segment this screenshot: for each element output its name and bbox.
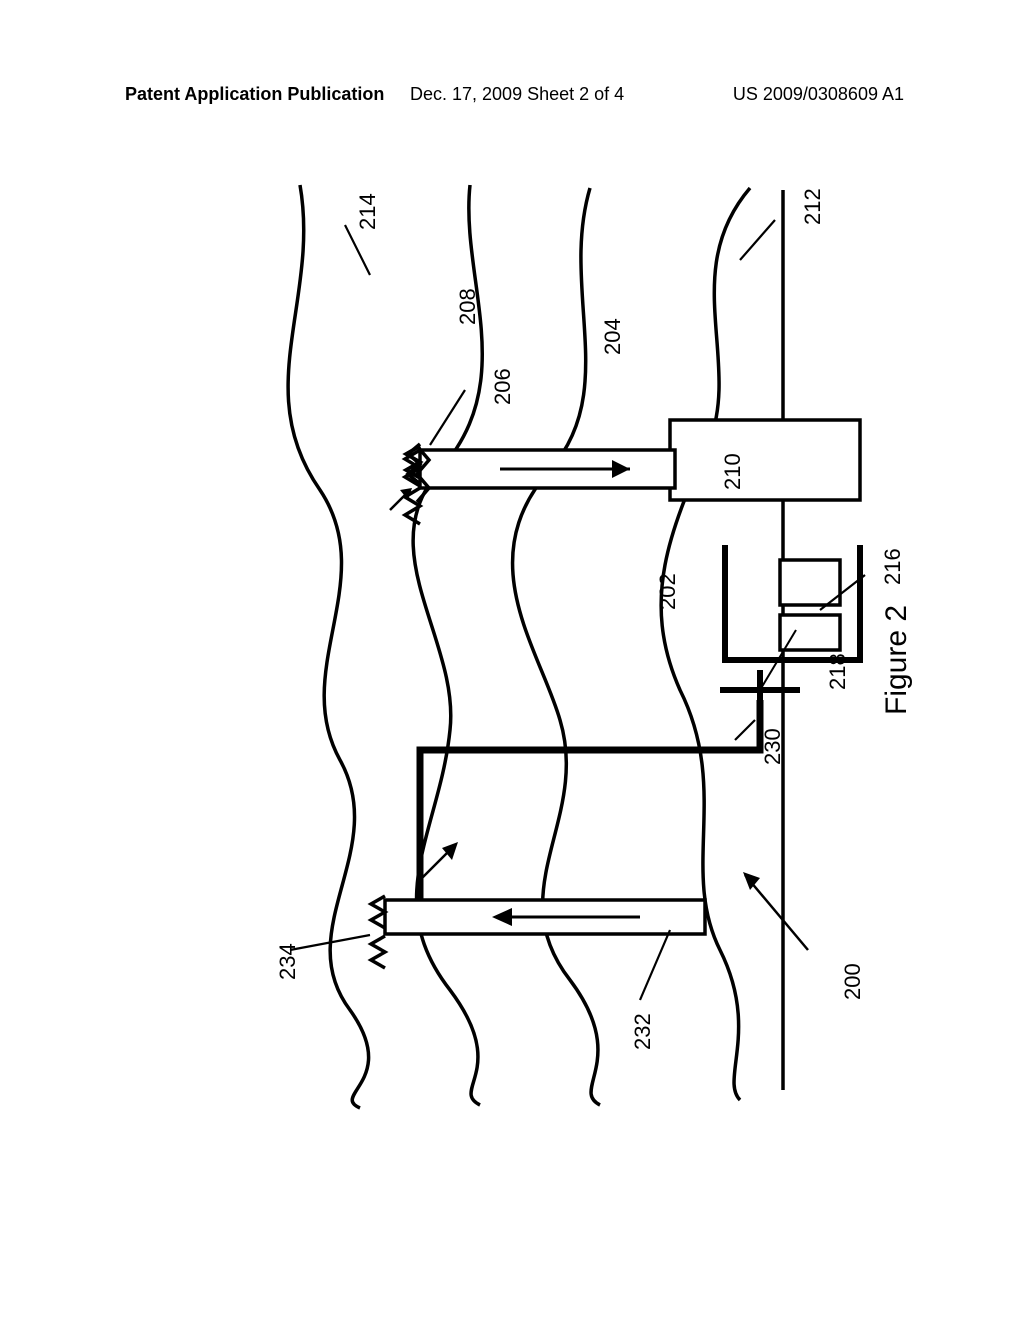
- page-header: Patent Application Publication Dec. 17, …: [0, 84, 1024, 105]
- header-mid: Dec. 17, 2009 Sheet 2 of 4: [410, 84, 624, 105]
- diagram-svg: [120, 130, 900, 1130]
- label-204: 204: [600, 318, 626, 355]
- equipment-box-2: [780, 615, 840, 650]
- label-218: 218: [825, 653, 851, 690]
- platform-rect: [670, 420, 860, 500]
- label-216: 216: [880, 548, 906, 585]
- label-210: 210: [720, 453, 746, 490]
- header-left: Patent Application Publication: [125, 84, 384, 105]
- label-214: 214: [355, 193, 381, 230]
- label-230: 230: [760, 728, 786, 765]
- figure-2: Figure 2 200 202 204 206 208 210 212 214…: [120, 130, 900, 1130]
- leader-232: [640, 930, 670, 1000]
- teeth-232-b: [371, 936, 385, 968]
- label-232: 232: [630, 1013, 656, 1050]
- label-200: 200: [840, 963, 866, 1000]
- leader-200: [745, 875, 808, 950]
- label-208: 208: [455, 288, 481, 325]
- teeth-232-a: [371, 896, 385, 928]
- stratum-2: [513, 188, 600, 1105]
- leader-230: [735, 720, 755, 740]
- label-212: 212: [800, 188, 826, 225]
- label-234: 234: [275, 943, 301, 980]
- header-right: US 2009/0308609 A1: [733, 84, 904, 105]
- pipe-230: [420, 700, 760, 920]
- stratum-1: [661, 188, 750, 1100]
- label-206: 206: [490, 368, 516, 405]
- leader-206: [430, 390, 465, 445]
- label-202: 202: [655, 573, 681, 610]
- figure-title: Figure 2: [880, 605, 914, 715]
- equipment-box-1: [780, 560, 840, 605]
- leader-212: [740, 220, 775, 260]
- leader-214: [345, 225, 370, 275]
